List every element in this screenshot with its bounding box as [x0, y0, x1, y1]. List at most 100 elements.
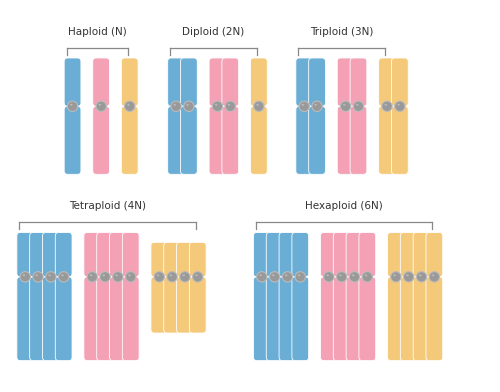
Circle shape: [58, 272, 69, 282]
Ellipse shape: [394, 274, 396, 276]
FancyBboxPatch shape: [350, 106, 367, 174]
Text: Hexaploid (6N): Hexaploid (6N): [306, 201, 383, 211]
Ellipse shape: [298, 274, 300, 276]
FancyBboxPatch shape: [378, 58, 396, 106]
Ellipse shape: [339, 274, 342, 276]
Circle shape: [154, 272, 164, 282]
Circle shape: [390, 272, 401, 282]
FancyBboxPatch shape: [209, 58, 226, 106]
FancyBboxPatch shape: [180, 106, 198, 174]
Circle shape: [429, 272, 440, 282]
FancyBboxPatch shape: [392, 106, 408, 174]
FancyBboxPatch shape: [346, 277, 363, 361]
FancyBboxPatch shape: [426, 232, 442, 277]
FancyBboxPatch shape: [334, 277, 350, 361]
FancyBboxPatch shape: [17, 232, 34, 277]
FancyBboxPatch shape: [388, 232, 404, 277]
FancyBboxPatch shape: [176, 277, 194, 333]
Circle shape: [354, 101, 364, 111]
Ellipse shape: [48, 274, 51, 276]
Circle shape: [68, 101, 78, 111]
Ellipse shape: [406, 274, 408, 276]
FancyBboxPatch shape: [334, 232, 350, 277]
FancyBboxPatch shape: [209, 106, 226, 174]
FancyBboxPatch shape: [122, 58, 138, 106]
FancyBboxPatch shape: [190, 277, 206, 333]
Ellipse shape: [70, 104, 72, 106]
Ellipse shape: [128, 274, 130, 276]
Circle shape: [416, 272, 426, 282]
FancyBboxPatch shape: [279, 277, 296, 361]
FancyBboxPatch shape: [122, 232, 139, 277]
Ellipse shape: [98, 104, 101, 106]
Circle shape: [324, 272, 334, 282]
FancyBboxPatch shape: [254, 277, 270, 361]
Ellipse shape: [259, 274, 262, 276]
Text: Diploid (2N): Diploid (2N): [182, 27, 244, 37]
FancyBboxPatch shape: [168, 58, 184, 106]
FancyBboxPatch shape: [222, 106, 238, 174]
Ellipse shape: [302, 104, 304, 106]
Circle shape: [180, 272, 190, 282]
Ellipse shape: [285, 274, 288, 276]
Ellipse shape: [384, 104, 387, 106]
Circle shape: [254, 101, 264, 111]
FancyBboxPatch shape: [266, 232, 283, 277]
Text: Haploid (N): Haploid (N): [68, 27, 126, 37]
Circle shape: [295, 272, 306, 282]
Ellipse shape: [102, 274, 105, 276]
Circle shape: [404, 272, 414, 282]
Circle shape: [96, 101, 106, 111]
Ellipse shape: [419, 274, 422, 276]
FancyBboxPatch shape: [190, 242, 206, 277]
FancyBboxPatch shape: [337, 58, 354, 106]
FancyBboxPatch shape: [151, 277, 168, 333]
FancyBboxPatch shape: [359, 277, 376, 361]
FancyBboxPatch shape: [426, 277, 442, 361]
Ellipse shape: [90, 274, 92, 276]
FancyBboxPatch shape: [176, 242, 194, 277]
FancyBboxPatch shape: [292, 232, 308, 277]
FancyBboxPatch shape: [308, 58, 326, 106]
Circle shape: [256, 272, 267, 282]
Circle shape: [20, 272, 30, 282]
Circle shape: [212, 101, 222, 111]
FancyBboxPatch shape: [292, 277, 308, 361]
Ellipse shape: [256, 104, 259, 106]
FancyBboxPatch shape: [110, 232, 126, 277]
Circle shape: [124, 101, 135, 111]
FancyBboxPatch shape: [30, 277, 46, 361]
Ellipse shape: [432, 274, 434, 276]
Circle shape: [299, 101, 310, 111]
Ellipse shape: [182, 274, 185, 276]
FancyBboxPatch shape: [254, 232, 270, 277]
FancyBboxPatch shape: [180, 58, 198, 106]
FancyBboxPatch shape: [250, 106, 268, 174]
Ellipse shape: [174, 104, 176, 106]
Circle shape: [225, 101, 235, 111]
Circle shape: [282, 272, 292, 282]
Circle shape: [394, 101, 405, 111]
Ellipse shape: [352, 274, 354, 276]
Ellipse shape: [343, 104, 345, 106]
Circle shape: [340, 101, 351, 111]
Ellipse shape: [127, 104, 130, 106]
FancyBboxPatch shape: [84, 277, 100, 361]
Ellipse shape: [215, 104, 218, 106]
Ellipse shape: [364, 274, 368, 276]
FancyBboxPatch shape: [84, 232, 100, 277]
FancyBboxPatch shape: [222, 58, 238, 106]
FancyBboxPatch shape: [56, 232, 72, 277]
FancyBboxPatch shape: [164, 277, 180, 333]
Text: Triploid (3N): Triploid (3N): [310, 27, 374, 37]
FancyBboxPatch shape: [266, 277, 283, 361]
Ellipse shape: [228, 104, 230, 106]
FancyBboxPatch shape: [96, 232, 114, 277]
FancyBboxPatch shape: [250, 58, 268, 106]
FancyBboxPatch shape: [56, 277, 72, 361]
Circle shape: [126, 272, 136, 282]
FancyBboxPatch shape: [378, 106, 396, 174]
FancyBboxPatch shape: [30, 232, 46, 277]
Circle shape: [100, 272, 110, 282]
Ellipse shape: [195, 274, 198, 276]
